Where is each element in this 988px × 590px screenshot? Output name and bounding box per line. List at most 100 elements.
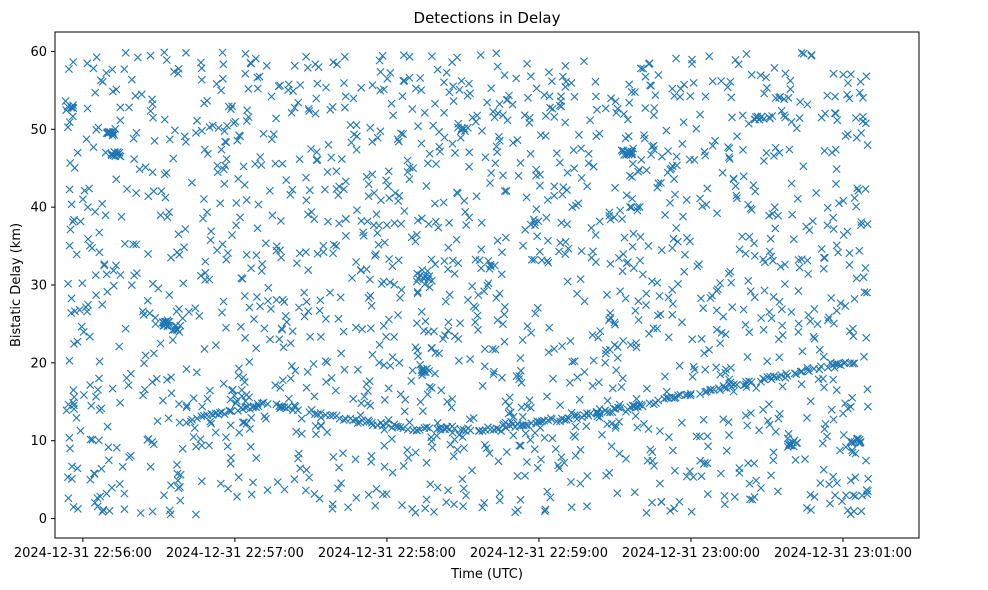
y-tick-label: 40 [30,201,47,216]
detection-marker [852,274,861,283]
detection-marker [617,146,626,155]
detection-marker [857,218,866,227]
detection-marker [696,110,705,119]
detection-marker [351,455,360,464]
detection-marker [566,337,575,345]
detection-marker [101,148,110,157]
detection-marker [390,332,399,341]
detection-marker [816,479,825,488]
detection-marker [615,449,624,458]
detection-marker [530,218,539,227]
detection-marker [613,489,622,498]
detection-marker [107,483,116,492]
detection-marker [839,431,848,439]
detection-marker [352,121,361,130]
detection-marker [690,365,699,374]
detection-marker [720,383,729,392]
detection-marker [723,83,732,92]
detection-marker [686,391,695,400]
detection-marker [537,256,546,265]
detection-marker [394,256,403,265]
detection-marker [611,97,620,106]
detection-marker [480,345,489,353]
detection-marker [191,510,200,519]
detection-marker [611,320,620,329]
detection-marker [626,340,635,349]
detection-marker [742,50,751,58]
detection-marker [786,85,795,94]
detection-marker [642,508,651,517]
detection-marker [638,270,647,279]
detection-marker [636,64,645,73]
detection-marker [366,291,375,300]
detection-marker [511,423,520,432]
detection-marker [727,278,736,287]
detection-marker [197,441,206,450]
detection-marker [839,196,848,205]
detection-marker [794,287,803,295]
detection-marker [797,380,806,389]
detection-marker [701,387,710,396]
detection-marker [636,256,645,265]
detection-marker [613,353,622,362]
detection-marker [569,431,578,440]
detection-marker [570,411,579,420]
detection-marker [433,483,442,492]
detection-marker [445,218,454,227]
detection-marker [862,456,870,465]
detection-marker [852,202,861,211]
detection-marker [302,383,311,392]
detection-marker [77,322,86,331]
detection-marker [132,240,141,249]
detection-marker [623,258,632,267]
detection-marker [495,289,504,298]
detection-marker [450,332,459,341]
detection-marker [471,117,480,126]
detection-marker [839,70,848,79]
detection-marker [627,87,636,96]
detection-marker [108,87,117,96]
detection-marker [804,269,813,278]
detection-marker [794,256,803,264]
detection-marker [137,90,146,99]
detection-marker [226,459,235,468]
detection-marker [251,160,260,168]
detection-marker [132,269,141,278]
detection-marker [222,155,231,163]
detection-marker [724,418,733,427]
detection-marker [611,183,619,192]
detection-marker [426,480,435,489]
detection-marker [805,367,813,376]
detection-marker [460,444,468,452]
detection-marker [470,302,478,311]
detection-marker [759,325,768,334]
detection-marker [372,210,381,219]
detection-marker [290,103,299,112]
y-tick-label: 50 [30,123,47,138]
detection-marker [459,484,468,493]
detection-marker [267,135,276,144]
detection-marker [673,237,682,246]
detection-marker [502,448,511,456]
detection-marker [358,325,367,334]
detection-marker [431,260,440,269]
detection-marker [116,271,125,279]
detection-marker [763,357,772,366]
detection-marker [765,211,774,220]
detection-marker [161,193,170,202]
detection-marker [397,219,406,228]
detection-marker [492,424,501,433]
detection-marker [357,399,366,408]
detection-marker [91,207,100,216]
detection-marker [235,131,244,140]
detection-marker [570,357,579,366]
detection-marker [416,271,425,280]
detection-marker [686,389,695,398]
detection-marker [593,105,601,114]
detection-marker [264,283,273,292]
detection-marker [828,148,836,157]
detection-marker [234,364,243,373]
detection-marker [200,99,209,108]
detection-marker [203,208,212,217]
detection-marker [83,203,92,212]
